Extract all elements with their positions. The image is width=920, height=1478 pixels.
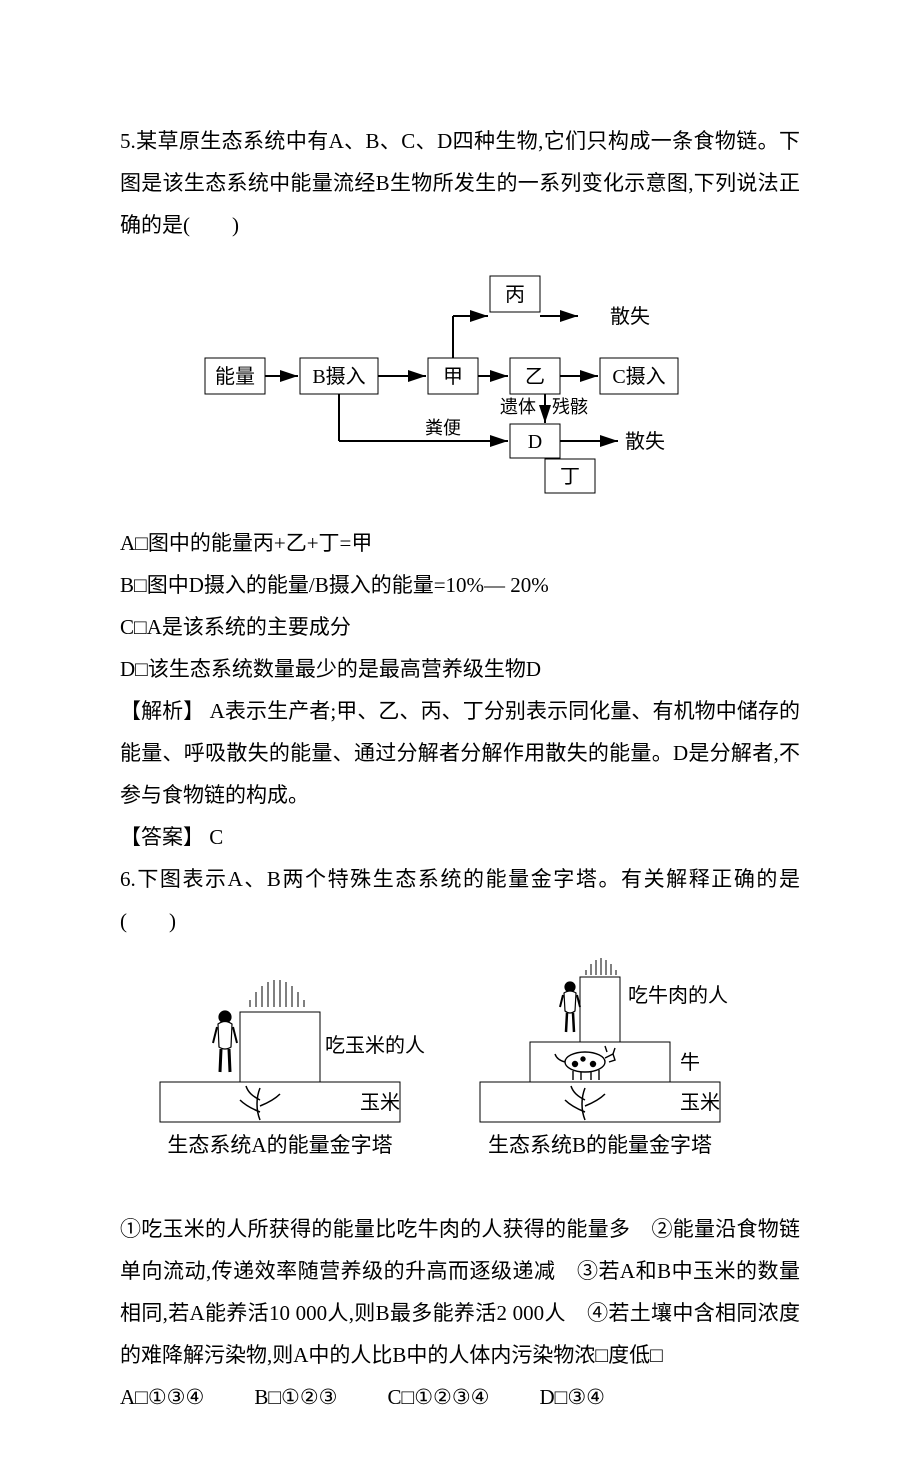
caption-b: 生态系统B的能量金字塔 xyxy=(488,1133,712,1157)
lbl-c-intake: C摄入 xyxy=(612,365,665,388)
q5-analysis: 【解析】 A表示生产者;甲、乙、丙、丁分别表示同化量、有机物中储存的能量、呼吸散… xyxy=(120,690,800,816)
lbl-jia: 甲 xyxy=(443,366,463,388)
caption-a: 生态系统A的能量金字塔 xyxy=(167,1133,392,1157)
a-human-label: 吃玉米的人 xyxy=(325,1034,425,1057)
b-corn-label: 玉米 xyxy=(680,1091,720,1114)
lbl-bing: 丙 xyxy=(505,284,525,306)
q5-svg: 能量 B摄入 甲 丙 散失 乙 xyxy=(200,256,720,496)
lbl-b-intake: B摄入 xyxy=(312,365,365,388)
lbl-d: D xyxy=(528,431,542,453)
q5-answer: 【答案】 C xyxy=(120,816,800,858)
a-corn-label: 玉米 xyxy=(360,1091,400,1114)
q5-option-b: B□图中D摄入的能量/B摄入的能量=10%— 20% xyxy=(120,564,800,606)
q6-options: A□①③④ B□①②③ C□①②③④ D□③④ xyxy=(120,1376,800,1418)
q5-stem: 5.某草原生态系统中有A、B、C、D四种生物,它们只构成一条食物链。下图是该生态… xyxy=(120,120,800,246)
q5-option-a: A□图中的能量丙+乙+丁=甲 xyxy=(120,522,800,564)
lbl-fenbian: 粪便 xyxy=(425,418,461,438)
b-cow-label: 牛 xyxy=(680,1051,700,1074)
q6-option-c: C□①②③④ xyxy=(388,1376,490,1418)
q5-option-c: C□A是该系统的主要成分 xyxy=(120,606,800,648)
lbl-energy: 能量 xyxy=(215,365,255,388)
lbl-sanshi-bottom: 散失 xyxy=(625,430,665,453)
q6-statements: ①吃玉米的人所获得的能量比吃牛肉的人获得的能量多 ②能量沿食物链单向流动,传递效… xyxy=(120,1208,800,1376)
lbl-yi: 乙 xyxy=(525,366,545,388)
lbl-canhai: 残骸 xyxy=(552,397,588,417)
lbl-ding: 丁 xyxy=(560,466,580,488)
page: 5.某草原生态系统中有A、B、C、D四种生物,它们只构成一条食物链。下图是该生态… xyxy=(0,0,920,1478)
q6-stem: 6.下图表示A、B两个特殊生态系统的能量金字塔。有关解释正确的是( ) xyxy=(120,858,800,942)
lbl-yiti: 遗体 xyxy=(500,397,536,417)
q6-option-a: A□①③④ xyxy=(120,1376,204,1418)
q5-option-d: D□该生态系统数量最少的是最高营养级生物D xyxy=(120,648,800,690)
q6-option-b: B□①②③ xyxy=(254,1376,337,1418)
q5-diagram: 能量 B摄入 甲 丙 散失 乙 xyxy=(120,256,800,510)
b-human-label: 吃牛肉的人 xyxy=(628,984,728,1007)
lbl-sanshi-top: 散失 xyxy=(610,305,650,328)
q6-svg: 玉米 xyxy=(140,952,780,1182)
q6-diagram: 玉米 xyxy=(120,952,800,1196)
q6-option-d: D□③④ xyxy=(540,1376,606,1418)
